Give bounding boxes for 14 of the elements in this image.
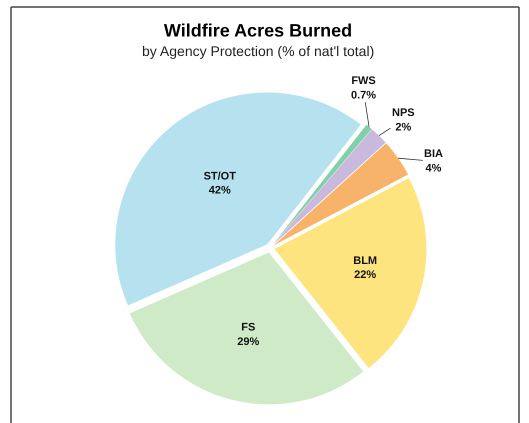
data-label: 0.7% — [351, 89, 376, 102]
slice-label: BLM — [353, 254, 378, 267]
slice-label: ST/OT — [204, 170, 236, 182]
data-label: 22% — [354, 269, 376, 282]
data-label: 2% — [395, 121, 412, 134]
data-label: 4% — [426, 162, 442, 174]
slice-label: BIA — [424, 148, 443, 160]
data-label: 29% — [237, 336, 260, 348]
slice-label: FS — [241, 322, 256, 334]
slice-label: FWS — [351, 75, 376, 87]
chart-title: Wildfire Acres Burned — [164, 20, 352, 40]
slice-label: NPS — [392, 107, 415, 119]
chart-subtitle: by Agency Protection (% of nat'l total) — [142, 43, 374, 59]
data-label: 42% — [208, 184, 231, 197]
